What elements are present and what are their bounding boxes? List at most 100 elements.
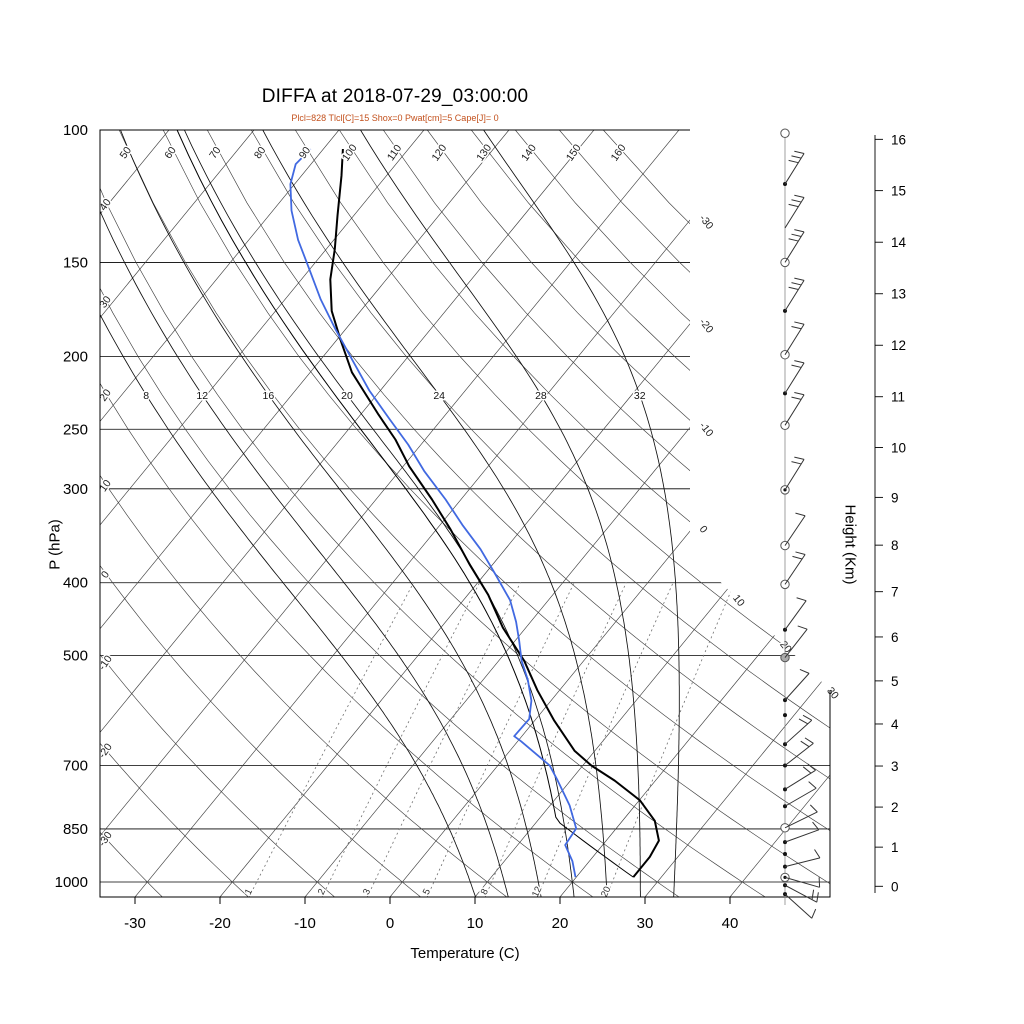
grid-label: -20 xyxy=(697,316,716,335)
isotherm-line xyxy=(729,130,830,897)
height-tick-label: 12 xyxy=(891,338,906,353)
grid-label: 20 xyxy=(777,639,794,656)
moist-adiabat-line xyxy=(100,130,477,897)
dry-adiabat-line xyxy=(0,130,77,898)
mixing-ratio-line xyxy=(366,582,521,897)
moist-adiabat-line xyxy=(100,130,509,897)
wind-barb-staff xyxy=(784,153,805,185)
isotherm-line xyxy=(0,130,84,897)
grid-label: 30 xyxy=(824,685,841,702)
isotherm-line xyxy=(134,130,765,897)
wind-barb-staff xyxy=(784,323,805,356)
dry-adiabat-line xyxy=(251,130,830,897)
isotherm-line xyxy=(304,130,830,897)
wind-barb-feather xyxy=(816,892,819,903)
wind-barb-feather xyxy=(794,360,805,364)
wind-barb-staff xyxy=(784,829,819,843)
dry-adiabat-line xyxy=(162,130,830,897)
isotherm-line xyxy=(100,130,595,897)
isotherm-line xyxy=(100,130,255,897)
moist-adiabat-line xyxy=(184,130,575,897)
wind-barb-staff xyxy=(784,876,820,888)
wind-barb-staff xyxy=(784,673,810,701)
wind-barb-staff xyxy=(784,515,806,546)
isotherm-line xyxy=(100,130,510,897)
mixing-ratio-line xyxy=(321,582,480,897)
temp-tick-label: 0 xyxy=(386,915,394,932)
isotherm-line xyxy=(100,130,680,897)
moist-adiabat-line xyxy=(262,130,608,897)
wind-barb-feather xyxy=(791,155,802,159)
wind-barb-feather xyxy=(794,277,805,281)
dry-adiabat-line xyxy=(100,130,595,897)
wind-barb-staff xyxy=(784,197,805,229)
wind-barb-feather xyxy=(791,282,802,286)
grid-label: 12 xyxy=(196,390,208,402)
wind-barb-staff xyxy=(784,811,818,829)
wind-barb-feather xyxy=(808,781,817,789)
wind-barb-feather xyxy=(795,551,806,556)
dry-adiabat-line xyxy=(100,130,250,897)
height-tick-label: 10 xyxy=(891,441,906,456)
temp-tick-label: 20 xyxy=(552,915,569,932)
mixing-ratio-line xyxy=(484,582,627,897)
dry-adiabat-line xyxy=(383,130,830,897)
wind-barb-staff xyxy=(784,362,805,394)
dry-adiabat-line xyxy=(339,130,830,897)
isotherm-line xyxy=(389,130,830,897)
wind-dot-marker xyxy=(783,852,787,857)
pressure-tick-label: 700 xyxy=(63,758,88,775)
mixing-ratio-line xyxy=(426,582,575,897)
grid-label: -30 xyxy=(697,213,716,232)
height-tick-label: 13 xyxy=(891,287,906,302)
temp-tick-label: 10 xyxy=(467,915,484,932)
grid-label: 8 xyxy=(143,390,149,402)
temp-tick-label: 30 xyxy=(637,915,654,932)
grid-label: 80 xyxy=(252,144,269,161)
grid-label: 32 xyxy=(634,390,646,402)
pressure-tick-label: 100 xyxy=(63,122,88,139)
temp-tick-label: -20 xyxy=(209,915,231,932)
wind-barb-feather xyxy=(804,737,814,744)
wind-barb-staff xyxy=(784,628,808,658)
height-tick-label: 3 xyxy=(891,759,899,774)
grid-label: 0 xyxy=(697,523,710,535)
parcel-curve xyxy=(176,130,634,878)
wind-barb-staff xyxy=(784,742,814,766)
wind-barb-feather xyxy=(796,597,807,602)
chart-title: DIFFA at 2018-07-29_03:00:00 xyxy=(261,86,529,107)
grid-label: 120 xyxy=(429,142,449,163)
dry-adiabat-line xyxy=(295,130,830,897)
moist-adiabat-line xyxy=(360,130,641,897)
temp-tick-label: -30 xyxy=(124,915,146,932)
grid-label: 130 xyxy=(474,142,494,163)
grid-label: -10 xyxy=(697,420,716,439)
dry-adiabat-line xyxy=(427,130,830,897)
mixing-ratio-line xyxy=(536,582,674,897)
wind-barb-feather xyxy=(809,804,818,813)
grid-label: 70 xyxy=(207,144,224,161)
wind-barb-feather xyxy=(788,203,799,208)
wind-barb-feather xyxy=(792,555,803,560)
height-axis-label: Height (Km) xyxy=(841,504,859,585)
wind-barb-feather xyxy=(788,238,799,242)
wind-barb-feather xyxy=(811,889,815,900)
height-tick-label: 1 xyxy=(891,840,899,855)
wind-barb-feather xyxy=(795,512,806,517)
pressure-axis-label: P (hPa) xyxy=(46,519,64,570)
wind-barb-staff xyxy=(784,280,805,312)
temperature-axis-label: Temperature (C) xyxy=(410,945,520,962)
pressure-tick-label: 150 xyxy=(63,254,88,271)
grid-label: 90 xyxy=(297,144,314,161)
wind-barb-feather xyxy=(791,461,802,465)
wind-barb-feather xyxy=(807,763,816,771)
wind-barb-feather xyxy=(794,321,805,325)
wind-barb-feather xyxy=(814,849,821,859)
wind-barb-feather xyxy=(788,159,799,164)
grid-label: 24 xyxy=(433,390,445,402)
height-tick-label: 4 xyxy=(891,717,899,732)
isotherm-line xyxy=(100,130,170,897)
